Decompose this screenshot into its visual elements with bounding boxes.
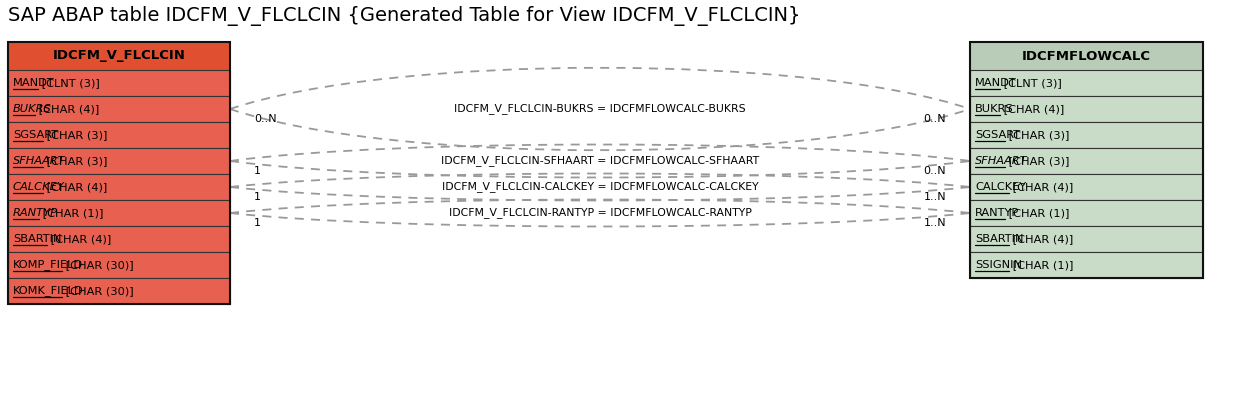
Text: SAP ABAP table IDCFM_V_FLCLCIN {Generated Table for View IDCFM_V_FLCLCIN}: SAP ABAP table IDCFM_V_FLCLCIN {Generate… xyxy=(7,6,800,26)
Bar xyxy=(7,174,231,200)
Text: [CHAR (3)]: [CHAR (3)] xyxy=(1005,156,1070,166)
Text: [CHAR (4)]: [CHAR (4)] xyxy=(1010,182,1074,192)
Text: MANDT: MANDT xyxy=(975,78,1017,88)
Text: [CHAR (30)]: [CHAR (30)] xyxy=(62,260,134,270)
Bar xyxy=(7,70,231,96)
Text: [CHAR (3)]: [CHAR (3)] xyxy=(42,130,107,140)
Bar xyxy=(7,148,231,174)
Text: [CHAR (4)]: [CHAR (4)] xyxy=(1010,234,1074,244)
Bar xyxy=(970,174,1203,200)
Bar xyxy=(7,42,231,304)
Text: SGSART: SGSART xyxy=(975,130,1020,140)
Text: [CHAR (3)]: [CHAR (3)] xyxy=(43,156,107,166)
Text: IDCFM_V_FLCLCIN-BUKRS = IDCFMFLOWCALC-BUKRS: IDCFM_V_FLCLCIN-BUKRS = IDCFMFLOWCALC-BU… xyxy=(454,104,746,115)
Text: IDCFMFLOWCALC: IDCFMFLOWCALC xyxy=(1022,49,1150,63)
Text: [CHAR (4)]: [CHAR (4)] xyxy=(43,182,107,192)
Text: [CLNT (3)]: [CLNT (3)] xyxy=(37,78,100,88)
Text: RANTYP: RANTYP xyxy=(14,208,58,218)
Text: MANDT: MANDT xyxy=(14,78,54,88)
Text: [CHAR (30)]: [CHAR (30)] xyxy=(62,286,134,296)
Text: 0..N: 0..N xyxy=(254,114,276,124)
Text: [CLNT (3)]: [CLNT (3)] xyxy=(1000,78,1062,88)
Text: 1: 1 xyxy=(254,192,261,202)
Bar xyxy=(970,42,1203,278)
Text: [CHAR (4)]: [CHAR (4)] xyxy=(47,234,112,244)
Text: CALCKEY: CALCKEY xyxy=(14,182,65,192)
Text: [CHAR (1)]: [CHAR (1)] xyxy=(39,208,104,218)
Bar xyxy=(7,42,231,70)
Text: CALCKEY: CALCKEY xyxy=(975,182,1026,192)
Text: 0..N: 0..N xyxy=(924,166,946,176)
Bar xyxy=(970,200,1203,226)
Text: 1: 1 xyxy=(254,218,261,228)
Text: 1..N: 1..N xyxy=(924,218,946,228)
Text: IDCFM_V_FLCLCIN-RANTYP = IDCFMFLOWCALC-RANTYP: IDCFM_V_FLCLCIN-RANTYP = IDCFMFLOWCALC-R… xyxy=(449,207,751,219)
Text: [CHAR (1)]: [CHAR (1)] xyxy=(1010,260,1074,270)
Bar xyxy=(7,122,231,148)
Bar xyxy=(7,200,231,226)
Text: KOMP_FIELD: KOMP_FIELD xyxy=(14,259,83,271)
Text: 0..N: 0..N xyxy=(924,114,946,124)
Text: [CHAR (3)]: [CHAR (3)] xyxy=(1005,130,1069,140)
Text: BUKRS: BUKRS xyxy=(975,104,1014,114)
Text: IDCFM_V_FLCLCIN-SFHAART = IDCFMFLOWCALC-SFHAART: IDCFM_V_FLCLCIN-SFHAART = IDCFMFLOWCALC-… xyxy=(441,156,760,166)
Bar xyxy=(970,42,1203,70)
Bar xyxy=(970,148,1203,174)
Text: BUKRS: BUKRS xyxy=(14,104,52,114)
Text: SFHAART: SFHAART xyxy=(975,156,1027,166)
Text: IDCFM_V_FLCLCIN-CALCKEY = IDCFMFLOWCALC-CALCKEY: IDCFM_V_FLCLCIN-CALCKEY = IDCFMFLOWCALC-… xyxy=(441,182,758,192)
Text: 1..N: 1..N xyxy=(924,192,946,202)
Bar xyxy=(970,122,1203,148)
Text: KOMK_FIELD: KOMK_FIELD xyxy=(14,286,84,296)
Bar xyxy=(970,226,1203,252)
Bar xyxy=(7,226,231,252)
Text: 1: 1 xyxy=(254,166,261,176)
Text: [CHAR (4)]: [CHAR (4)] xyxy=(35,104,99,114)
Text: IDCFM_V_FLCLCIN: IDCFM_V_FLCLCIN xyxy=(53,49,185,63)
Bar xyxy=(970,96,1203,122)
Text: [CHAR (1)]: [CHAR (1)] xyxy=(1005,208,1069,218)
Bar xyxy=(7,96,231,122)
Bar xyxy=(970,70,1203,96)
Bar xyxy=(970,252,1203,278)
Text: [CHAR (4)]: [CHAR (4)] xyxy=(1000,104,1064,114)
Text: SSIGNIN: SSIGNIN xyxy=(975,260,1022,270)
Text: SGSART: SGSART xyxy=(14,130,58,140)
Text: SBARTIN: SBARTIN xyxy=(975,234,1023,244)
Text: SBARTIN: SBARTIN xyxy=(14,234,62,244)
Bar xyxy=(7,278,231,304)
Bar xyxy=(7,252,231,278)
Text: SFHAART: SFHAART xyxy=(14,156,65,166)
Text: RANTYP: RANTYP xyxy=(975,208,1020,218)
